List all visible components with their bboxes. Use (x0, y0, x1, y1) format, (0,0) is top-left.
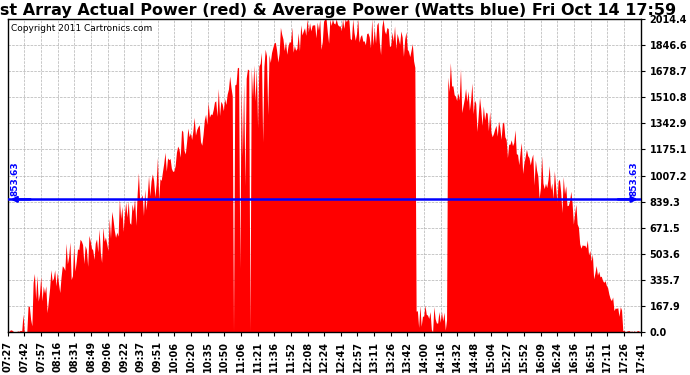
Text: 853.63: 853.63 (10, 162, 19, 196)
Title: West Array Actual Power (red) & Average Power (Watts blue) Fri Oct 14 17:59: West Array Actual Power (red) & Average … (0, 3, 676, 18)
Text: 853.63: 853.63 (629, 162, 638, 196)
Text: Copyright 2011 Cartronics.com: Copyright 2011 Cartronics.com (11, 24, 152, 33)
